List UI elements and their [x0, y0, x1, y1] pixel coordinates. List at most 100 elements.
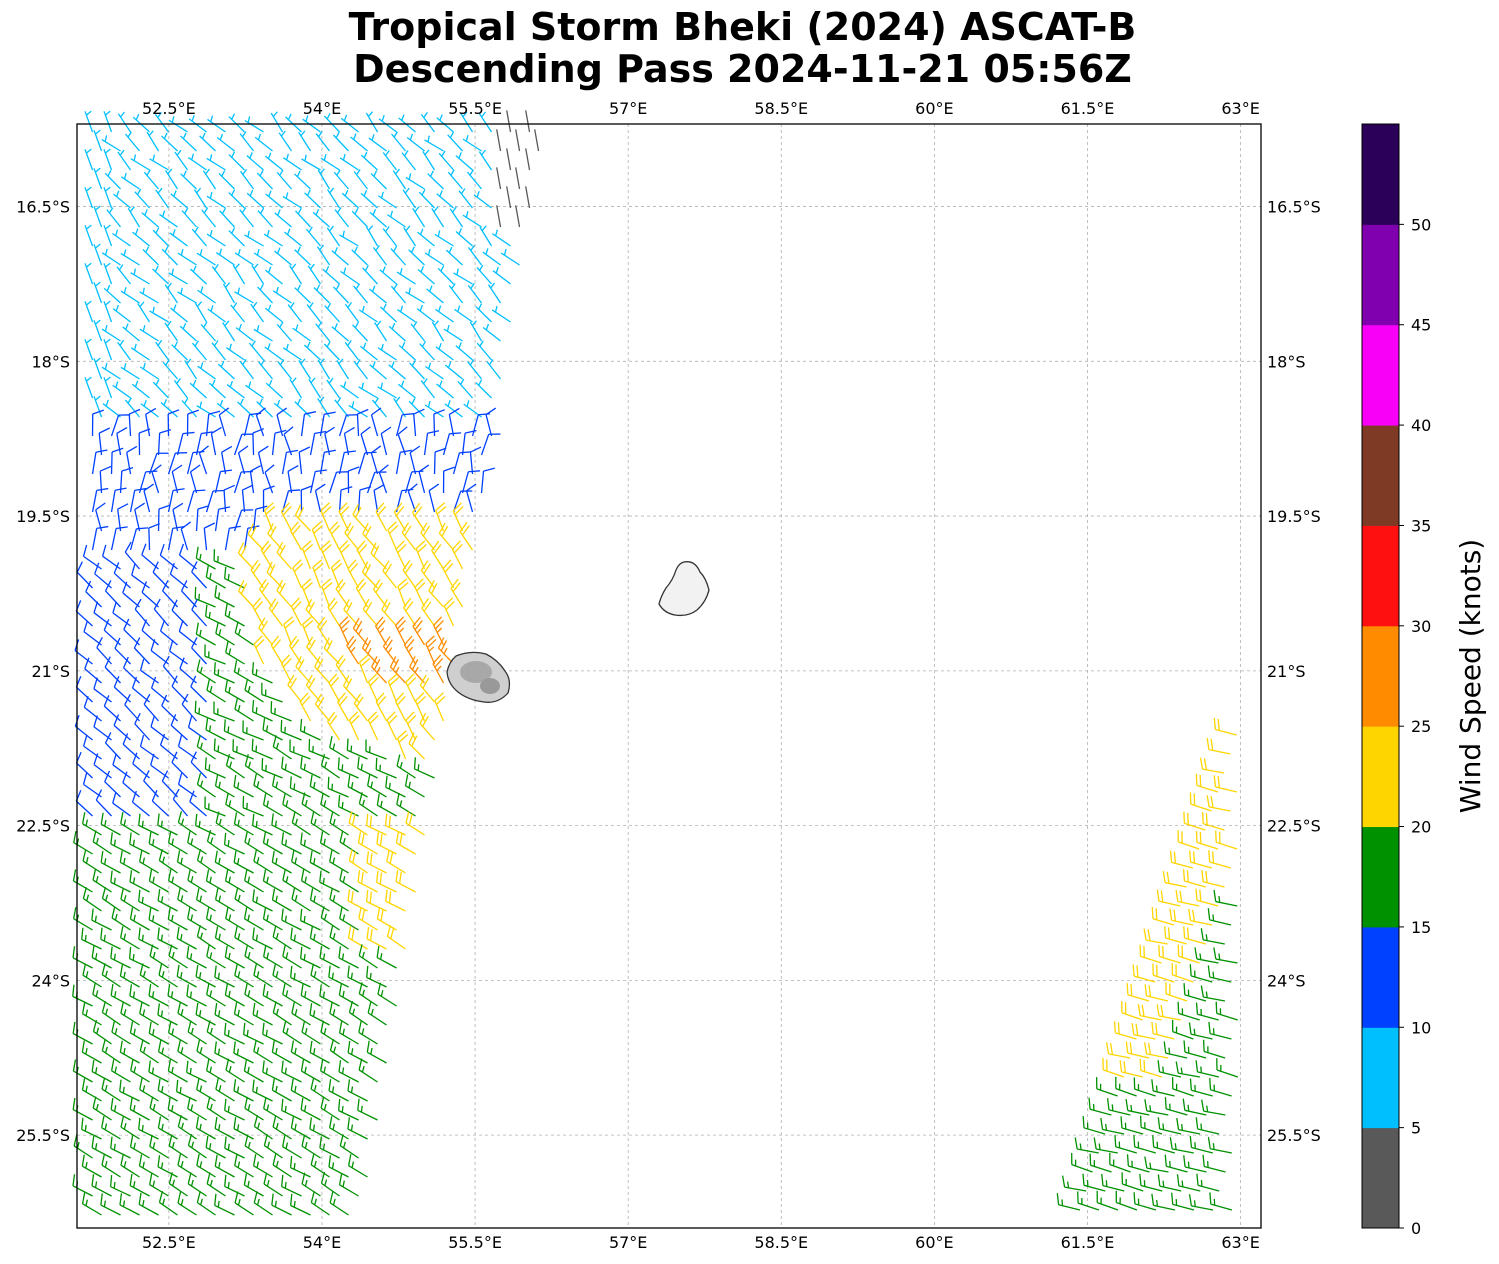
- wind-barb: [242, 720, 264, 741]
- wind-barb: [282, 982, 302, 1007]
- wind-barb: [173, 377, 189, 399]
- wind-barb: [1074, 1137, 1099, 1154]
- wind-barb: [515, 129, 521, 152]
- wind-barb: [1133, 1192, 1157, 1211]
- lon-tick-label-top: 63°E: [1221, 99, 1259, 118]
- wind-barb: [224, 1022, 245, 1045]
- wind-barb: [339, 230, 359, 247]
- wind-barb: [338, 486, 353, 513]
- lon-tick-label-top: 58.5°E: [754, 99, 808, 118]
- wind-barb: [329, 925, 349, 950]
- wind-barb: [149, 1134, 169, 1159]
- wind-barb: [103, 110, 113, 133]
- wind-barb: [1158, 944, 1181, 964]
- wind-barb: [331, 247, 349, 266]
- wind-barb: [348, 811, 368, 836]
- wind-barb: [117, 339, 132, 361]
- wind-barb: [319, 870, 340, 893]
- wind-barb: [319, 984, 340, 1007]
- wind-barb: [305, 598, 322, 627]
- wind-barb: [1188, 908, 1213, 926]
- wind-barb: [1102, 1058, 1125, 1078]
- wind-barb: [233, 1002, 254, 1026]
- wind-barb: [101, 1039, 121, 1064]
- lat-tick-label-right: 19.5°S: [1267, 507, 1321, 526]
- wind-barb: [272, 1153, 292, 1178]
- wind-barb: [301, 1172, 321, 1197]
- wind-barb: [298, 130, 312, 152]
- wind-barb: [248, 340, 265, 361]
- wind-barb: [122, 771, 140, 798]
- wind-barb: [239, 359, 255, 380]
- wind-barb: [112, 229, 131, 247]
- wind-barb: [120, 1001, 140, 1026]
- wind-barb: [1119, 1060, 1144, 1078]
- wind-barb: [134, 502, 145, 532]
- wind-barb: [224, 1098, 245, 1121]
- wind-barb: [428, 483, 440, 513]
- wind-barb: [329, 811, 349, 836]
- wind-barb: [281, 1060, 302, 1083]
- wind-barb: [157, 1116, 178, 1140]
- wind-barb: [375, 692, 388, 722]
- wind-barb: [103, 695, 121, 722]
- wind-barb: [180, 521, 192, 551]
- wind-barb: [177, 1039, 197, 1064]
- wind-barb: [205, 1135, 226, 1159]
- wind-barb: [1151, 1193, 1176, 1211]
- lon-tick-label-top: 52.5°E: [142, 99, 196, 118]
- wind-barb: [214, 1193, 235, 1216]
- wind-barb: [141, 581, 159, 608]
- wind-barb: [244, 754, 264, 779]
- wind-barb: [167, 409, 180, 437]
- wind-barb: [130, 1058, 150, 1083]
- wind-barb: [129, 832, 150, 855]
- wind-barb: [214, 926, 235, 950]
- wind-barb: [525, 186, 531, 209]
- wind-barb: [307, 263, 322, 285]
- wind-barb: [289, 377, 303, 399]
- wind-barb: [455, 152, 473, 171]
- wind-barb: [91, 487, 109, 513]
- wind-barb: [232, 263, 246, 285]
- wind-barb: [252, 1079, 273, 1102]
- wind-barb: [301, 540, 314, 570]
- wind-barb: [187, 830, 207, 855]
- wind-barb: [338, 946, 359, 969]
- wind-barb: [357, 486, 372, 513]
- wind-barb: [461, 429, 477, 456]
- wind-barb: [1200, 985, 1226, 1002]
- wind-barb: [469, 320, 483, 342]
- wind-barb: [475, 303, 492, 323]
- wind-barb: [361, 561, 378, 589]
- wind-barb: [397, 380, 416, 399]
- wind-barb: [222, 282, 236, 304]
- wind-barb: [396, 730, 409, 760]
- wind-barb: [161, 132, 178, 152]
- wind-barb: [129, 487, 147, 513]
- wind-barb: [250, 559, 265, 589]
- wind-barb: [1207, 908, 1232, 926]
- wind-barb: [362, 264, 379, 285]
- wind-barb: [276, 321, 293, 342]
- wind-barb: [215, 1077, 235, 1102]
- wind-barb: [329, 1001, 349, 1026]
- wind-barb: [176, 431, 195, 456]
- wind-barb: [282, 153, 302, 171]
- wind-barb: [253, 1191, 273, 1216]
- wind-barb: [1195, 1060, 1220, 1078]
- colorbar-segment: [1362, 926, 1399, 1028]
- wind-barb: [381, 598, 398, 627]
- wind-barb: [103, 186, 113, 209]
- wind-barb: [100, 1193, 121, 1216]
- wind-barb: [152, 379, 169, 399]
- wind-barb: [271, 1193, 292, 1216]
- wind-barb: [112, 304, 131, 323]
- wind-barb: [234, 925, 254, 950]
- wind-barb: [467, 283, 483, 304]
- wind-barb: [1208, 1021, 1232, 1040]
- wind-barb: [252, 889, 273, 912]
- wind-barb: [234, 1153, 254, 1178]
- wind-barb: [1176, 1174, 1201, 1192]
- wind-barb: [409, 445, 421, 475]
